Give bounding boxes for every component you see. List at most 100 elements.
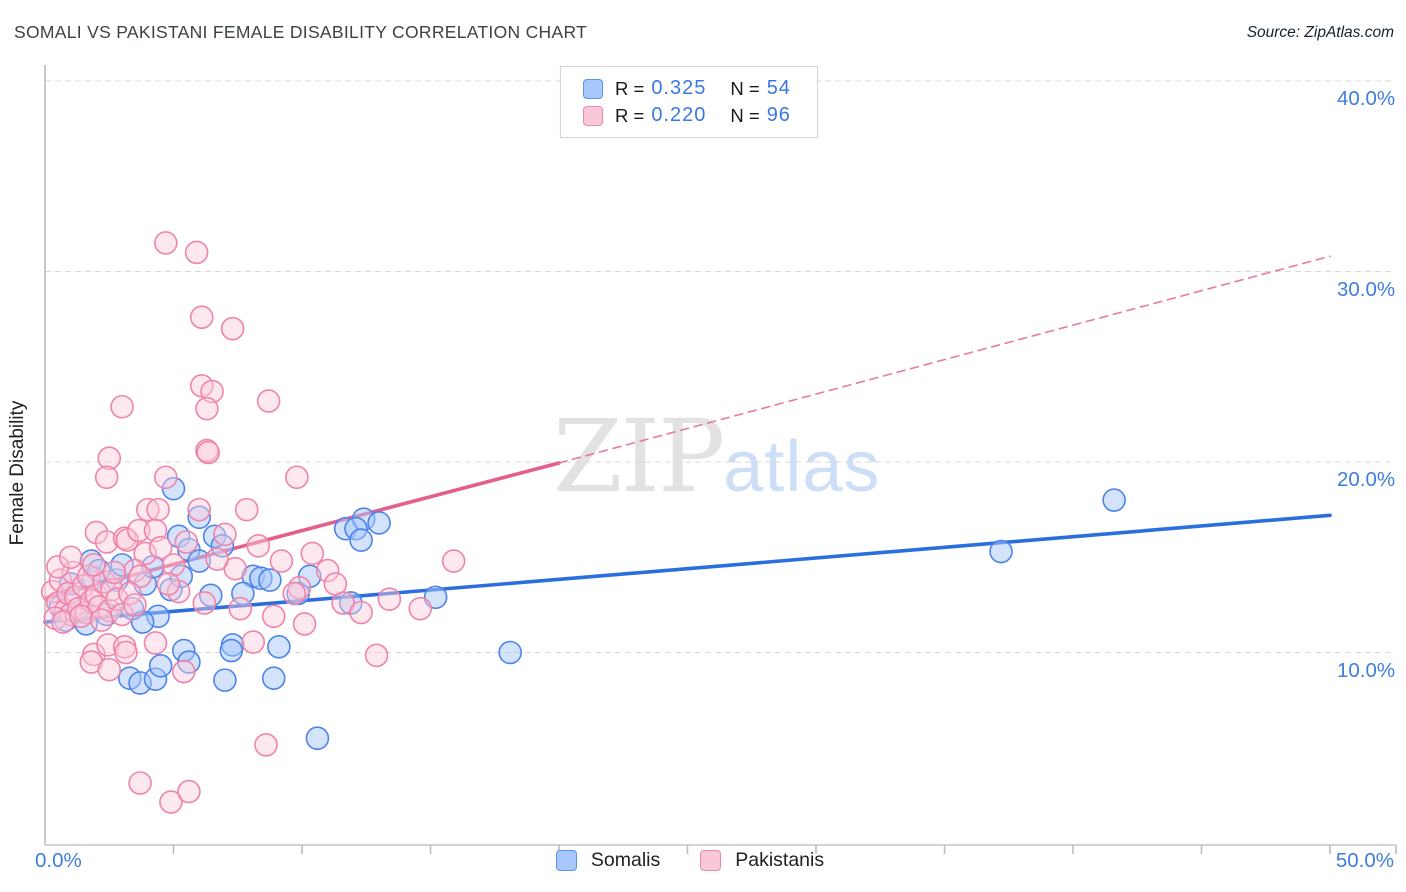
n-label: N = — [730, 104, 760, 126]
scatter-point-pakistanis — [146, 497, 170, 522]
scatter-point-pakistanis — [285, 465, 309, 490]
scatter-point-pakistanis — [349, 600, 373, 625]
pakistani-legend-swatch-icon — [700, 850, 722, 871]
scatter-point-pakistanis — [213, 522, 237, 547]
pakistani-legend-label: Pakistanis — [735, 849, 825, 871]
scatter-point-pakistanis — [282, 581, 307, 606]
scatter-point-somalis — [130, 610, 155, 634]
scatter-point-pakistanis — [51, 610, 75, 634]
x-axis-min-label: 0.0% — [35, 849, 82, 872]
scatter-point-pakistanis — [105, 587, 129, 611]
somali-swatch-icon — [583, 78, 603, 99]
somali-legend-swatch-icon — [555, 850, 577, 871]
scatter-point-pakistanis — [97, 657, 122, 682]
y-tick-label: 10.0% — [1337, 658, 1396, 682]
x-axis-max-label: 50.0% — [1335, 849, 1394, 872]
scatter-point-pakistanis — [128, 771, 152, 795]
y-axis-title: Female Disability — [7, 400, 28, 546]
n-value-pakistanis: 96 — [766, 104, 791, 126]
scatter-point-somalis — [231, 581, 255, 606]
scatter-point-pakistanis — [364, 643, 389, 668]
scatter-point-pakistanis — [110, 394, 134, 419]
scatter-point-pakistanis — [148, 535, 173, 560]
r-value-pakistanis: 0.220 — [651, 104, 707, 126]
scatter-point-pakistanis — [171, 659, 196, 684]
scatter-point-pakistanis — [123, 593, 147, 617]
scatter-point-pakistanis — [127, 518, 151, 543]
scatter-point-pakistanis — [58, 545, 83, 570]
scatter-point-somalis — [258, 568, 282, 592]
scatter-point-pakistanis — [256, 389, 281, 413]
scatter-point-pakistanis — [269, 549, 294, 573]
scatter-point-somalis — [219, 638, 244, 663]
scatter-point-somalis — [161, 476, 186, 501]
scatter-point-somalis — [367, 511, 391, 535]
scatter-point-pakistanis — [128, 564, 152, 589]
scatter-point-somalis — [261, 666, 286, 691]
scatter-point-pakistanis — [195, 438, 219, 463]
n-value-somalis: 54 — [766, 77, 791, 99]
scatter-point-pakistanis — [102, 560, 127, 585]
scatter-point-pakistanis — [159, 790, 183, 814]
scatter-point-somalis — [198, 583, 223, 608]
pakistanis-trend-line-extension — [558, 255, 1331, 464]
scatter-point-pakistanis — [408, 596, 433, 621]
scatter-point-pakistanis — [205, 547, 229, 571]
scatter-point-somalis — [305, 726, 330, 751]
y-tick-label: 20.0% — [1337, 468, 1396, 491]
scatter-point-pakistanis — [161, 553, 186, 577]
n-label: N = — [730, 77, 760, 99]
scatter-point-pakistanis — [69, 604, 93, 629]
pakistanis-trend-line — [43, 461, 561, 601]
scatter-point-pakistanis — [220, 316, 245, 341]
scatter-point-pakistanis — [118, 581, 142, 606]
scatter-point-pakistanis — [441, 549, 466, 573]
scatter-point-pakistanis — [174, 530, 199, 554]
scatter-point-somalis — [349, 528, 373, 552]
r-label: R = — [615, 77, 645, 99]
scatter-point-pakistanis — [300, 541, 325, 566]
r-value-somalis: 0.325 — [651, 77, 707, 99]
scatter-point-pakistanis — [177, 779, 201, 804]
scatter-point-pakistanis — [46, 554, 70, 579]
scatter-point-pakistanis — [114, 640, 138, 665]
correlation-legend: R = 0.325 N = 54 R = 0.220 N = 96 — [560, 66, 818, 138]
scatter-point-pakistanis — [315, 558, 340, 583]
page-title: SOMALI VS PAKISTANI FEMALE DISABILITY CO… — [14, 22, 588, 42]
scatter-point-pakistanis — [234, 497, 259, 522]
r-label: R = — [615, 104, 645, 126]
y-tick-label: 40.0% — [1337, 87, 1396, 110]
scatter-point-somalis — [148, 654, 173, 678]
scatter-point-pakistanis — [195, 396, 219, 421]
scatter-point-pakistanis — [153, 231, 178, 255]
somalis-trend-line — [43, 513, 1332, 624]
scatter-point-pakistanis — [189, 305, 214, 330]
watermark-zip-text: ZIP — [553, 398, 725, 515]
scatter-point-pakistanis — [187, 497, 211, 522]
scatter-point-pakistanis — [246, 534, 271, 558]
pakistani-swatch-icon — [583, 105, 603, 126]
scatter-point-pakistanis — [241, 630, 265, 654]
series-legend: Somalis Pakistanis — [0, 849, 1406, 872]
scatter-point-pakistanis — [133, 541, 158, 566]
correlation-legend-row-somalis: R = 0.325 N = 54 — [583, 75, 805, 102]
scatter-point-pakistanis — [377, 587, 402, 611]
scatter-point-pakistanis — [323, 572, 348, 596]
scatter-point-somalis — [498, 640, 522, 665]
y-tick-label: 30.0% — [1337, 277, 1396, 301]
scatter-point-pakistanis — [292, 612, 317, 636]
scatter-point-pakistanis — [82, 553, 106, 577]
watermark-atlas-text: atlas — [723, 427, 881, 507]
scatter-point-pakistanis — [153, 465, 178, 490]
scatter-point-pakistanis — [254, 733, 278, 757]
scatter-point-pakistanis — [223, 556, 247, 581]
scatter-point-pakistanis — [89, 608, 114, 632]
scatter-point-somalis — [989, 539, 1013, 564]
scatter-point-pakistanis — [97, 446, 122, 470]
scatter-point-pakistanis — [261, 604, 286, 629]
scatter-point-somalis — [187, 505, 211, 530]
scatter-point-pakistanis — [228, 596, 253, 621]
zipatlas-watermark: ZIPatlas — [553, 398, 880, 515]
source-attribution: Source: ZipAtlas.com — [1246, 24, 1394, 41]
